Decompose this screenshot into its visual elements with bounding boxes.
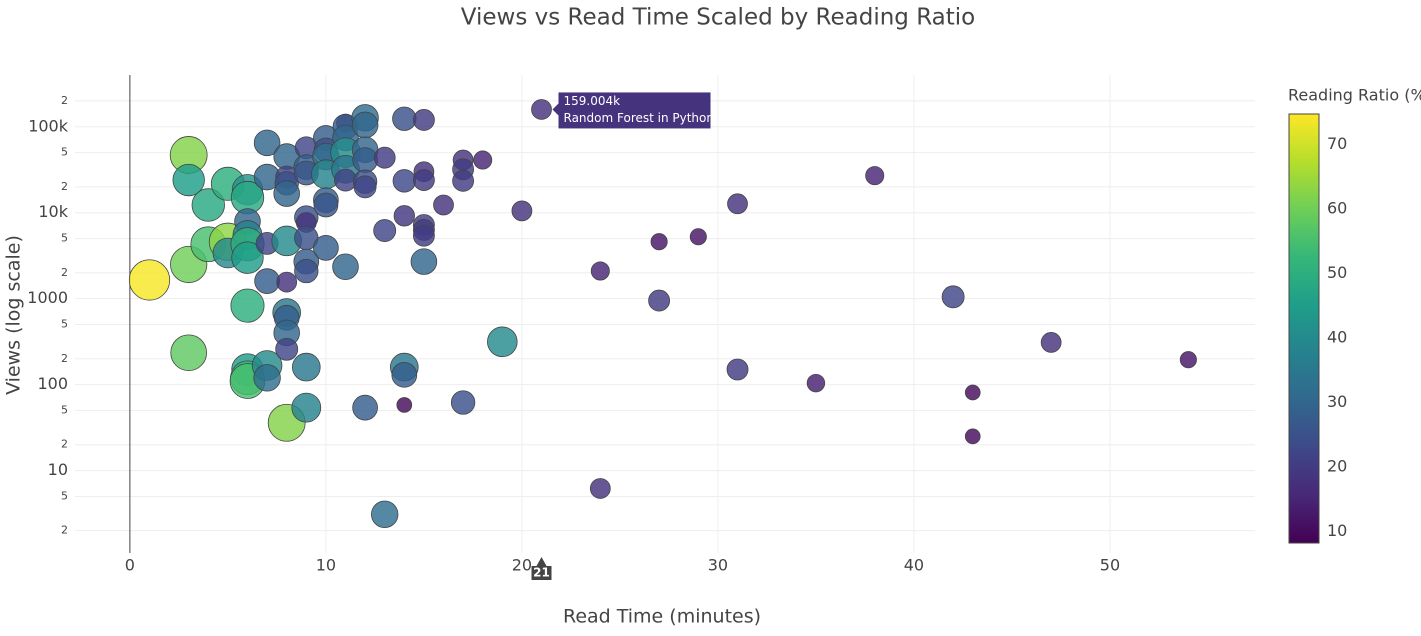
y-tick-label: 5 [61, 489, 68, 502]
colorbar [1288, 113, 1320, 544]
bubble [650, 233, 668, 251]
x-tick-label: 30 [708, 556, 728, 575]
colorbar-tick-label: 30 [1327, 392, 1347, 411]
x-tick-label: 50 [1100, 556, 1120, 575]
y-tick-label: 2 [61, 438, 68, 451]
y-axis-label: Views (log scale) [3, 235, 25, 395]
bubble [391, 362, 418, 388]
bubble [313, 192, 339, 218]
y-tick-label: 10 [48, 460, 68, 479]
y-tick-label: 5 [61, 404, 68, 417]
bubble [172, 163, 205, 197]
y-tick-label: 100k [28, 116, 69, 135]
bubble [230, 288, 265, 323]
y-tick-label: 2 [61, 180, 68, 193]
hover-name: Random Forest in Python [564, 111, 715, 125]
colorbar-tick-label: 70 [1327, 134, 1347, 153]
hover-x-label: 21 [533, 566, 550, 580]
bubble [352, 394, 378, 421]
bubble [433, 194, 454, 216]
bubble [412, 224, 435, 247]
x-axis-label: Read Time (minutes) [563, 606, 761, 628]
bubble [128, 259, 171, 301]
hover-box [558, 92, 711, 129]
bubble [589, 478, 611, 499]
bubble [254, 268, 280, 294]
bubble [531, 99, 552, 120]
bubble [396, 397, 413, 413]
chart-title: Views vs Read Time Scaled by Reading Rat… [461, 5, 976, 31]
colorbar-title: Reading Ratio (% [1288, 86, 1421, 105]
y-tick-label: 2 [61, 94, 68, 107]
bubble [393, 205, 415, 227]
y-tick-label: 5 [61, 146, 68, 159]
y-tick-label: 2 [61, 266, 68, 279]
bubble [865, 166, 885, 186]
y-tick-label: 10k [38, 202, 68, 221]
bubble [726, 358, 749, 381]
bubble [191, 188, 225, 222]
bubble [273, 180, 300, 207]
bubble [392, 106, 417, 131]
bubble [806, 373, 826, 393]
bubble [352, 147, 378, 173]
y-tick-label: 1000 [27, 288, 68, 307]
marks [128, 99, 1197, 529]
bubble [291, 352, 321, 382]
y-tick-label: 100 [37, 374, 68, 393]
bubble [253, 129, 281, 157]
hover-x-box [531, 557, 552, 580]
bubble [291, 392, 322, 423]
y-tick-label: 2 [61, 352, 68, 365]
bubble [1040, 332, 1062, 353]
colorbar-tick-label: 20 [1327, 456, 1347, 475]
hover-value: 159.004k [564, 94, 621, 108]
bubble [371, 500, 399, 529]
colorbar-tick-label: 10 [1327, 521, 1347, 540]
bubble [276, 271, 298, 293]
bubble [231, 241, 264, 274]
colorbar-tick-label: 50 [1327, 263, 1347, 282]
bubble [313, 235, 339, 261]
bubble [689, 228, 707, 246]
bubble [373, 219, 397, 242]
bubble [412, 169, 435, 191]
bubble [170, 334, 207, 372]
bubble [941, 285, 965, 309]
bubble [487, 326, 518, 358]
bubble [727, 193, 748, 215]
bubble [412, 109, 435, 131]
colorbar-tick-label: 60 [1327, 198, 1347, 217]
bubble [294, 258, 319, 284]
x-tick-label: 20 [512, 556, 532, 575]
bubble [648, 289, 671, 312]
bubble [473, 150, 493, 170]
overlay: 10 20 30 40 50 60 70 159.004k Random Forest in P… [531, 92, 1347, 580]
bubble [373, 146, 396, 169]
x-tick-label: 10 [316, 556, 336, 575]
x-tick-label: 0 [125, 556, 135, 575]
y-tick-label: 2 [61, 524, 68, 537]
hover-arrow [552, 103, 559, 116]
bubble [511, 200, 533, 222]
bubble [332, 253, 359, 281]
bubble [275, 337, 299, 361]
bubble [253, 364, 281, 392]
bubble [410, 248, 438, 275]
bubble [964, 384, 981, 401]
bubble [590, 261, 610, 281]
y-tick-label: 5 [61, 318, 68, 331]
bubble [392, 169, 416, 193]
bubble [353, 175, 377, 199]
bubble [351, 111, 379, 139]
x-tick-label: 40 [904, 556, 924, 575]
bubble [964, 428, 981, 445]
y-tick-label: 5 [61, 232, 68, 245]
colorbar-tick-label: 40 [1327, 327, 1347, 346]
bubble [452, 169, 475, 192]
bubble [450, 390, 476, 415]
bubble [1179, 351, 1197, 369]
